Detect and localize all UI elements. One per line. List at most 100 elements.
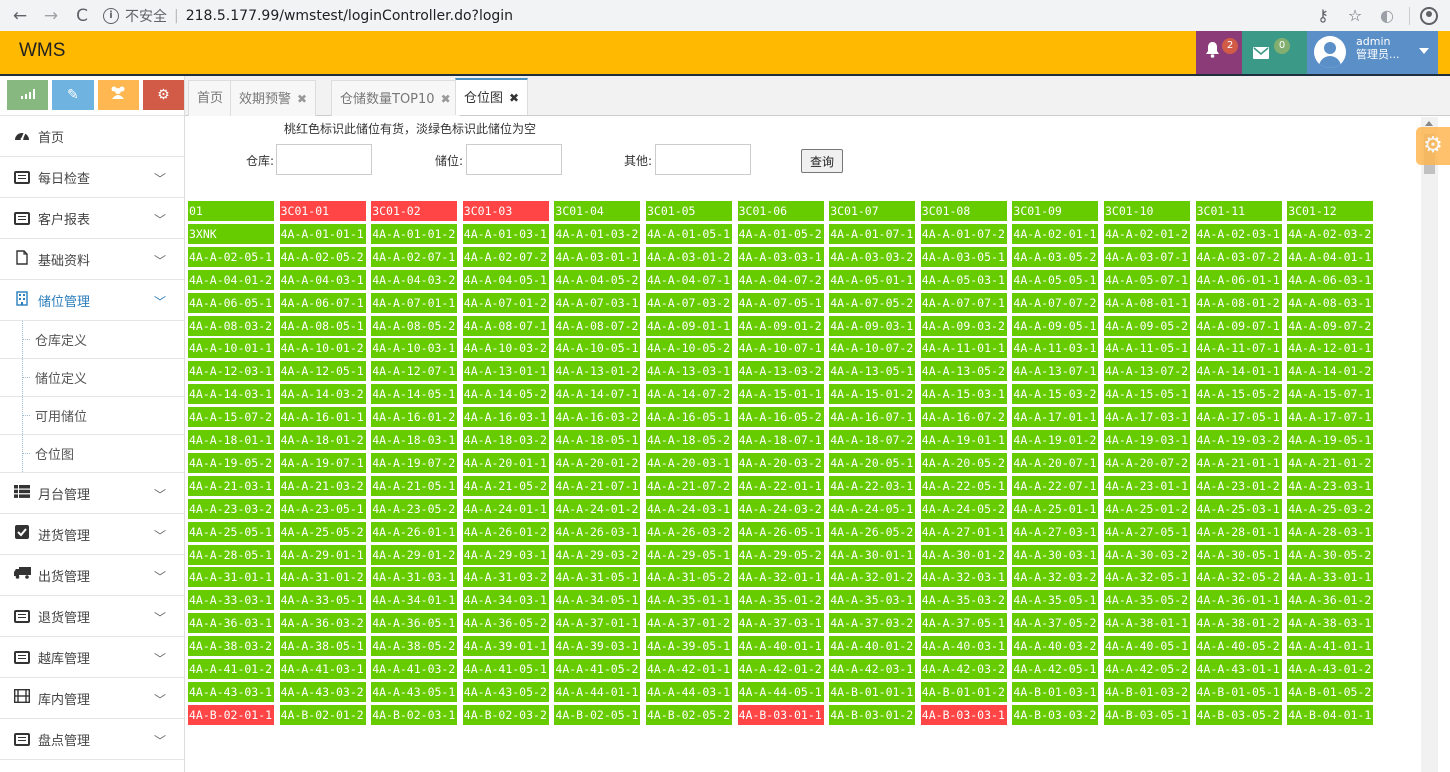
- location-cell[interactable]: 4A-A-12-05-1: [279, 361, 366, 382]
- location-cell[interactable]: 4A-A-32-05-2: [1195, 567, 1282, 588]
- tab-expiry-warning[interactable]: 效期预警 ✖: [230, 80, 317, 116]
- location-cell[interactable]: 4A-A-09-05-1: [1012, 315, 1099, 336]
- location-cell[interactable]: 4A-A-25-01-1: [1012, 498, 1099, 519]
- location-cell[interactable]: 4A-A-34-01-1: [371, 590, 458, 611]
- close-icon[interactable]: ✖: [509, 91, 520, 105]
- location-cell[interactable]: 4A-A-10-03-2: [462, 338, 549, 359]
- location-cell[interactable]: 4A-A-42-01-1: [646, 659, 732, 679]
- location-cell[interactable]: 4A-A-13-01-2: [554, 361, 641, 382]
- location-cell[interactable]: 4A-B-01-01-2: [920, 681, 1007, 702]
- extension-icon[interactable]: ◐: [1380, 6, 1394, 25]
- sidebar-subitem-location-def[interactable]: 储位定义: [0, 359, 184, 397]
- query-button[interactable]: 查询: [801, 149, 843, 173]
- sidebar-item-stocktake-mgmt[interactable]: 盘点管理 ﹀: [0, 719, 184, 760]
- location-cell[interactable]: 4A-A-26-05-1: [737, 521, 824, 542]
- location-cell[interactable]: 4A-A-01-07-1: [829, 223, 916, 244]
- location-cell[interactable]: 4A-A-20-01-1: [462, 452, 549, 473]
- location-cell[interactable]: 4A-A-30-03-2: [1104, 544, 1190, 565]
- location-cell[interactable]: 4A-A-14-05-2: [462, 384, 549, 405]
- location-cell[interactable]: 4A-A-32-03-1: [920, 567, 1007, 588]
- location-cell[interactable]: 4A-A-09-07-2: [1287, 315, 1374, 336]
- location-cell[interactable]: 4A-A-19-01-1: [920, 430, 1007, 450]
- location-cell[interactable]: 4A-A-38-01-1: [1104, 613, 1190, 634]
- location-cell[interactable]: 4A-A-03-01-2: [646, 246, 732, 267]
- location-cell[interactable]: 4A-A-35-05-2: [1104, 590, 1190, 611]
- location-cell[interactable]: 4A-A-15-05-2: [1195, 384, 1282, 405]
- location-cell[interactable]: 4A-A-07-07-1: [920, 292, 1007, 313]
- location-cell[interactable]: 4A-B-02-03-2: [462, 704, 549, 725]
- warehouse-input[interactable]: [276, 144, 372, 175]
- location-cell[interactable]: 4A-A-18-07-2: [829, 430, 916, 450]
- location-cell[interactable]: 4A-A-02-07-1: [371, 246, 458, 267]
- sidebar-item-outbound-mgmt[interactable]: 出货管理 ﹀: [0, 555, 184, 596]
- location-cell[interactable]: 4A-A-37-03-2: [829, 613, 916, 634]
- location-cell[interactable]: 4A-A-02-01-2: [1104, 223, 1190, 244]
- sidebar-item-customer-reports[interactable]: 客户报表 ﹀: [0, 198, 184, 239]
- location-cell[interactable]: 4A-A-14-03-2: [279, 384, 366, 405]
- location-cell[interactable]: 4A-A-37-05-2: [1012, 613, 1099, 634]
- location-cell[interactable]: 4A-A-09-01-1: [646, 315, 732, 336]
- location-cell[interactable]: 4A-A-43-05-2: [462, 681, 549, 702]
- location-cell[interactable]: 4A-A-01-03-2: [554, 223, 641, 244]
- location-cell[interactable]: 4A-A-11-07-1: [1195, 338, 1282, 359]
- location-cell[interactable]: 4A-A-31-05-2: [646, 567, 732, 588]
- location-cell[interactable]: 4A-A-41-01-1: [1287, 636, 1374, 657]
- location-cell[interactable]: 4A-A-28-01-1: [1195, 521, 1282, 542]
- location-cell[interactable]: 4A-A-16-05-2: [737, 407, 824, 428]
- location-cell[interactable]: 4A-A-16-03-1: [462, 407, 549, 428]
- location-cell[interactable]: 4A-A-03-03-1: [737, 246, 824, 267]
- location-cell[interactable]: 3C01-09: [1012, 201, 1099, 221]
- location-cell[interactable]: 4A-A-20-07-2: [1104, 452, 1190, 473]
- location-cell[interactable]: 4A-A-04-03-1: [279, 269, 366, 290]
- location-cell[interactable]: 4A-B-02-05-1: [554, 704, 641, 725]
- location-cell[interactable]: 4A-A-09-05-2: [1104, 315, 1190, 336]
- location-cell[interactable]: 4A-A-25-05-1: [188, 521, 274, 542]
- location-cell[interactable]: 4A-A-12-01-1: [1287, 338, 1374, 359]
- location-cell[interactable]: 4A-A-36-05-2: [462, 613, 549, 634]
- location-cell[interactable]: 4A-A-03-03-2: [829, 246, 916, 267]
- sidebar-item-home[interactable]: 首页: [0, 116, 184, 157]
- location-cell[interactable]: 4A-A-08-03-2: [188, 315, 274, 336]
- location-cell[interactable]: 4A-A-04-07-2: [737, 269, 824, 290]
- location-cell[interactable]: 4A-A-18-01-2: [279, 430, 366, 450]
- location-cell[interactable]: 4A-A-30-05-2: [1287, 544, 1374, 565]
- location-cell[interactable]: 4A-A-11-03-1: [1012, 338, 1099, 359]
- location-cell[interactable]: 4A-A-28-03-1: [1287, 521, 1374, 542]
- location-cell[interactable]: 4A-A-21-01-2: [1287, 452, 1374, 473]
- location-cell[interactable]: 4A-A-05-01-1: [829, 269, 916, 290]
- location-cell[interactable]: 4A-A-29-03-1: [462, 544, 549, 565]
- location-cell[interactable]: 4A-B-01-05-1: [1195, 681, 1282, 702]
- location-cell[interactable]: 4A-B-02-03-1: [371, 704, 458, 725]
- location-cell[interactable]: 4A-A-13-07-1: [1012, 361, 1099, 382]
- location-cell[interactable]: 3C01-03: [462, 201, 549, 221]
- location-cell[interactable]: 4A-A-32-01-2: [829, 567, 916, 588]
- location-cell[interactable]: 4A-A-18-03-2: [462, 430, 549, 450]
- location-cell[interactable]: 4A-A-21-05-1: [371, 475, 458, 496]
- user-menu-button[interactable]: admin 管理员...: [1307, 31, 1438, 74]
- location-cell[interactable]: 3C01-11: [1195, 201, 1282, 221]
- location-cell[interactable]: 4A-A-24-03-1: [646, 498, 732, 519]
- forward-arrow-icon[interactable]: →: [43, 5, 59, 26]
- location-cell[interactable]: 3C01-01: [279, 201, 366, 221]
- profile-icon[interactable]: [1420, 6, 1438, 25]
- location-cell[interactable]: 4A-A-10-07-1: [737, 338, 824, 359]
- location-cell[interactable]: 4A-A-40-03-2: [1012, 636, 1099, 657]
- location-cell[interactable]: 4A-A-01-05-1: [646, 223, 732, 244]
- location-cell[interactable]: 4A-A-07-01-1: [371, 292, 458, 313]
- location-cell[interactable]: 4A-A-21-05-2: [462, 475, 549, 496]
- location-cell[interactable]: 4A-A-13-03-1: [646, 361, 732, 382]
- location-cell[interactable]: 4A-A-39-05-1: [646, 636, 732, 657]
- close-icon[interactable]: ✖: [440, 92, 451, 106]
- location-cell[interactable]: 4A-A-19-03-1: [1104, 430, 1190, 450]
- location-cell[interactable]: 4A-B-03-05-2: [1195, 704, 1282, 725]
- location-cell[interactable]: 4A-A-20-01-2: [554, 452, 641, 473]
- location-cell[interactable]: 4A-A-08-05-1: [279, 315, 366, 336]
- location-cell[interactable]: 4A-A-42-05-1: [1012, 659, 1099, 679]
- location-cell[interactable]: 4A-A-23-05-2: [371, 498, 458, 519]
- location-cell[interactable]: 4A-A-32-01-1: [737, 567, 824, 588]
- location-cell[interactable]: 4A-A-20-03-1: [646, 452, 732, 473]
- location-cell[interactable]: 4A-A-24-05-1: [829, 498, 916, 519]
- location-cell[interactable]: 3C01-06: [737, 201, 824, 221]
- location-cell[interactable]: 4A-A-07-01-2: [462, 292, 549, 313]
- cogs-icon[interactable]: ⚙: [142, 80, 184, 110]
